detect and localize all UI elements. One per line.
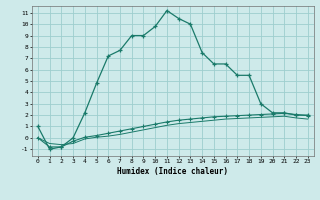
X-axis label: Humidex (Indice chaleur): Humidex (Indice chaleur) <box>117 167 228 176</box>
